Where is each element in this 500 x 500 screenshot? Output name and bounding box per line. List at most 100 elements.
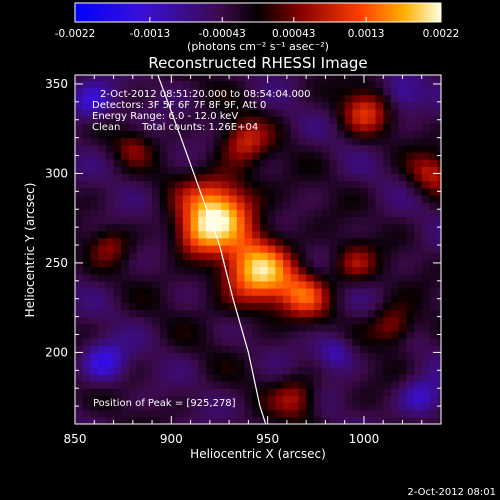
heatmap-cell bbox=[128, 280, 138, 289]
heatmap-cell bbox=[321, 202, 330, 210]
heatmap-cell bbox=[321, 223, 330, 232]
heatmap-cell bbox=[336, 230, 346, 239]
heatmap-cell bbox=[244, 409, 253, 418]
heatmap-cell bbox=[283, 259, 292, 268]
heatmap-cell bbox=[336, 273, 346, 282]
heatmap-cell bbox=[306, 373, 315, 382]
heatmap-cell bbox=[383, 373, 392, 382]
heatmap-cell bbox=[159, 245, 169, 253]
heatmap-cell bbox=[75, 309, 84, 318]
heatmap-cell bbox=[360, 352, 369, 361]
heatmap-cell bbox=[236, 373, 246, 382]
heatmap-cell bbox=[406, 287, 415, 296]
heatmap-cell bbox=[244, 159, 253, 167]
heatmap-cell bbox=[229, 209, 238, 217]
heatmap-cell bbox=[98, 266, 107, 275]
heatmap-cell bbox=[128, 94, 138, 103]
heatmap-cell bbox=[290, 237, 300, 246]
heatmap-cell bbox=[398, 366, 407, 375]
heatmap-cell bbox=[429, 309, 438, 318]
heatmap-cell bbox=[236, 237, 246, 246]
heatmap-cell bbox=[182, 388, 192, 396]
heatmap-cell bbox=[259, 123, 269, 132]
heatmap-cell bbox=[275, 194, 284, 203]
heatmap-cell bbox=[90, 359, 99, 368]
heatmap-cell bbox=[275, 345, 284, 354]
heatmap-cell bbox=[98, 187, 107, 196]
heatmap-cell bbox=[198, 316, 207, 325]
heatmap-cell bbox=[429, 352, 438, 361]
heatmap-cell bbox=[221, 151, 230, 160]
heatmap-cell bbox=[414, 151, 423, 160]
heatmap-cell bbox=[344, 252, 353, 260]
heatmap-cell bbox=[229, 194, 238, 203]
heatmap-cell bbox=[306, 245, 315, 253]
heatmap-cell bbox=[298, 109, 307, 117]
heatmap-cell bbox=[244, 373, 253, 382]
heatmap-cell bbox=[414, 259, 423, 268]
colorbar-tick-label: -0.0022 bbox=[55, 28, 96, 40]
heatmap-cell bbox=[82, 87, 92, 96]
heatmap-cell bbox=[136, 323, 145, 332]
heatmap-cell bbox=[159, 359, 169, 368]
heatmap-cell bbox=[344, 216, 353, 225]
heatmap-cell bbox=[121, 166, 130, 175]
heatmap-cell bbox=[105, 245, 115, 253]
heatmap-cell bbox=[421, 209, 431, 217]
heatmap-cell bbox=[259, 109, 269, 117]
heatmap-cell bbox=[352, 187, 361, 196]
heatmap-cell bbox=[205, 295, 215, 303]
heatmap-cell bbox=[421, 273, 431, 282]
heatmap-cell bbox=[414, 202, 423, 210]
heatmap-cell bbox=[82, 323, 92, 332]
heatmap-cell bbox=[113, 280, 122, 289]
heatmap-cell bbox=[421, 395, 431, 404]
heatmap-cell bbox=[306, 409, 315, 418]
heatmap-cell bbox=[198, 352, 207, 361]
heatmap-cell bbox=[252, 237, 261, 246]
heatmap-cell bbox=[236, 309, 246, 318]
heatmap-cell bbox=[252, 402, 261, 411]
heatmap-cell bbox=[283, 287, 292, 296]
heatmap-cell bbox=[190, 130, 199, 139]
heatmap-cell bbox=[75, 94, 84, 103]
heatmap-cell bbox=[429, 137, 438, 146]
heatmap-cell bbox=[90, 302, 99, 311]
heatmap-cell bbox=[375, 94, 384, 103]
heatmap-cell bbox=[213, 194, 222, 203]
heatmap-cell bbox=[182, 130, 192, 139]
heatmap-cell bbox=[121, 101, 130, 110]
heatmap-cell bbox=[313, 330, 323, 339]
heatmap-cell bbox=[205, 137, 215, 146]
heatmap-cell bbox=[175, 109, 184, 117]
heatmap-cell bbox=[105, 416, 115, 424]
heatmap-cell bbox=[398, 245, 407, 253]
heatmap-cell bbox=[167, 180, 176, 189]
heatmap-cell bbox=[175, 352, 184, 361]
heatmap-cell bbox=[190, 80, 199, 89]
heatmap-cell bbox=[298, 237, 307, 246]
heatmap-cell bbox=[336, 123, 346, 132]
heatmap-cell bbox=[336, 316, 346, 325]
heatmap-cell bbox=[98, 230, 107, 239]
heatmap-cell bbox=[98, 323, 107, 332]
heatmap-cell bbox=[90, 144, 99, 153]
heatmap-cell bbox=[336, 287, 346, 296]
heatmap-cell bbox=[82, 416, 92, 424]
heatmap-cell bbox=[98, 416, 107, 424]
heatmap-cell bbox=[113, 266, 122, 275]
heatmap-cell bbox=[375, 202, 384, 210]
heatmap-cell bbox=[229, 316, 238, 325]
heatmap-cell bbox=[205, 202, 215, 210]
heatmap-cell bbox=[121, 137, 130, 146]
heatmap-cell bbox=[406, 323, 415, 332]
heatmap-cell bbox=[190, 395, 199, 404]
heatmap-cell bbox=[367, 409, 377, 418]
heatmap-cell bbox=[236, 166, 246, 175]
heatmap-cell bbox=[390, 316, 400, 325]
heatmap-cell bbox=[414, 137, 423, 146]
heatmap-cell bbox=[159, 295, 169, 303]
heatmap-cell bbox=[336, 180, 346, 189]
heatmap-cell bbox=[329, 180, 338, 189]
heatmap-cell bbox=[98, 366, 107, 375]
